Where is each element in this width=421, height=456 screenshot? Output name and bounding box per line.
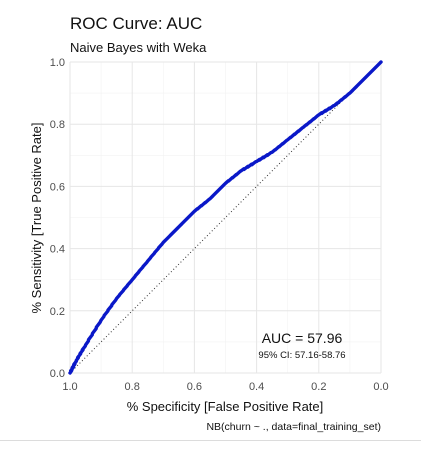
y-tick-labels: 0.0 0.2 0.4 0.6 0.8 1.0: [50, 57, 65, 380]
y-tick-label: 0.4: [50, 244, 65, 256]
x-tick-label: 0.8: [125, 381, 140, 393]
x-tick-label: 0.2: [311, 381, 326, 393]
y-tick-label: 0.2: [50, 306, 65, 318]
ci-annotation: 95% CI: 57.16-58.76: [258, 350, 345, 361]
series-group: [68, 60, 383, 375]
x-axis-label: % Specificity [False Positive Rate]: [127, 399, 324, 414]
roc-curve-line: [68, 60, 383, 375]
x-tick-labels: 1.0 0.8 0.6 0.4 0.2 0.0: [62, 381, 388, 393]
minor-grid: [70, 62, 381, 373]
auc-annotation: AUC = 57.96: [262, 330, 343, 346]
y-tick-label: 0.6: [50, 181, 65, 193]
y-tick-label: 0.0: [50, 368, 65, 380]
x-tick-label: 0.0: [373, 381, 388, 393]
major-grid: [69, 61, 382, 374]
x-tick-label: 0.4: [249, 381, 264, 393]
x-tick-label: 1.0: [62, 381, 77, 393]
bottom-divider: [0, 440, 421, 441]
chart-caption: NB(churn ~ ., data=final_training_set): [206, 421, 381, 433]
x-tick-label: 0.6: [187, 381, 202, 393]
y-tick-label: 0.8: [50, 119, 65, 131]
chart-subtitle: Naive Bayes with Weka: [70, 40, 207, 55]
y-axis-label: % Sensitivity [True Positive Rate]: [29, 123, 44, 314]
chart-title: ROC Curve: AUC: [70, 14, 202, 33]
y-tick-label: 1.0: [50, 57, 65, 69]
